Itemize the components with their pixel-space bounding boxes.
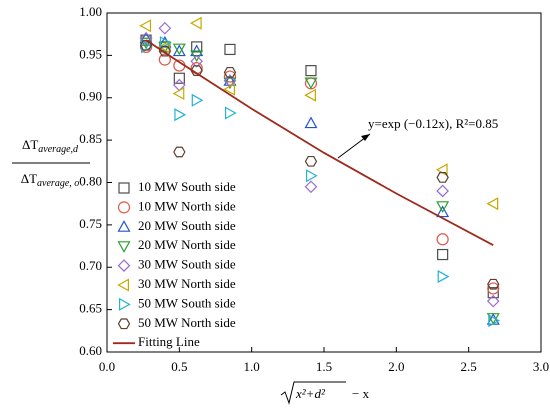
marker: [158, 21, 172, 35]
x-label-radical: [280, 381, 346, 405]
marker: [436, 205, 450, 218]
legend-label: 20 MW South side: [138, 218, 236, 233]
x-tick-label: 0.5: [171, 359, 187, 374]
annotation: y=exp (−0.12x), R²=0.85: [368, 116, 498, 131]
marker: [437, 248, 449, 261]
marker: [172, 43, 186, 56]
marker: [436, 233, 449, 246]
marker: [173, 146, 186, 158]
y-tick-label: 0.90: [79, 89, 102, 104]
x-label-rest: − x: [352, 386, 370, 401]
y-label-numerator: ΔTaverage,d: [22, 137, 79, 155]
marker: [223, 70, 237, 83]
y-label-den-sub: average, o: [37, 178, 79, 189]
y-tick-label: 0.75: [79, 216, 102, 231]
marker: [488, 314, 500, 328]
marker: [158, 53, 171, 66]
y-tick-label: 0.60: [79, 343, 102, 358]
marker: [191, 41, 203, 53]
x-tick-label: 2.5: [461, 359, 477, 374]
legend-marker: [117, 220, 131, 232]
marker: [487, 278, 500, 290]
marker: [158, 45, 172, 57]
legend-marker: [118, 297, 131, 311]
legend-label: Fitting Line: [138, 334, 200, 349]
marker: [224, 43, 236, 56]
y-label-denominator: ΔTaverage, o: [21, 171, 80, 189]
marker: [436, 172, 449, 183]
x-tick-label: 1.0: [244, 359, 260, 374]
marker: [305, 65, 317, 77]
legend-marker: [117, 278, 129, 292]
marker: [224, 106, 237, 120]
legend-marker: [117, 259, 131, 272]
marker: [304, 180, 318, 194]
y-label-den-main: ΔT: [21, 171, 37, 186]
marker: [223, 66, 237, 78]
marker: [173, 72, 185, 84]
marker: [189, 16, 202, 30]
marker: [174, 108, 187, 122]
annotation-arrowhead: [361, 134, 370, 141]
legend-marker: [117, 241, 131, 253]
y-tick-label: 0.65: [79, 301, 102, 316]
marker: [436, 184, 449, 198]
legend-label: 20 MW North side: [138, 237, 236, 252]
legend-label: 30 MW South side: [138, 257, 236, 272]
marker: [159, 36, 172, 50]
marker: [172, 44, 186, 57]
marker: [190, 50, 204, 63]
legend-label: 30 MW North side: [138, 276, 236, 291]
x-tick-label: 1.5: [316, 359, 332, 374]
fit-line: [145, 39, 494, 247]
marker: [437, 270, 450, 284]
marker: [487, 282, 500, 295]
x-tick-label: 0.0: [99, 359, 115, 374]
marker: [139, 39, 153, 51]
y-tick-label: 1.00: [79, 4, 102, 19]
y-tick-label: 0.95: [79, 46, 102, 61]
marker: [223, 82, 235, 96]
marker: [172, 86, 185, 101]
x-label-radicand: x²+d²: [295, 386, 326, 401]
x-tick-label: 3.0: [533, 359, 549, 374]
marker: [304, 88, 316, 102]
marker: [486, 294, 500, 308]
marker: [436, 201, 450, 213]
marker: [304, 116, 318, 129]
y-label-num-main: ΔT: [22, 137, 38, 152]
marker: [304, 155, 318, 167]
marker: [158, 40, 170, 54]
legend-label: 10 MW South side: [138, 179, 236, 194]
y-tick-label: 0.80: [79, 173, 102, 188]
marker: [487, 287, 499, 299]
marker: [191, 93, 204, 107]
marker: [139, 19, 152, 33]
marker: [139, 37, 153, 50]
legend-label: 50 MW North side: [138, 315, 236, 330]
marker: [190, 54, 204, 68]
marker: [305, 169, 318, 183]
marker: [223, 74, 237, 86]
marker: [486, 197, 499, 211]
legend-label: 50 MW South side: [138, 295, 236, 310]
y-label-num-sub: average,d: [38, 144, 79, 155]
y-tick-label: 0.70: [79, 258, 102, 273]
y-tick-label: 0.85: [79, 131, 102, 146]
legend-label: 10 MW North side: [138, 198, 236, 213]
x-tick-label: 2.0: [388, 359, 404, 374]
legend-marker: [118, 182, 130, 194]
legend-marker: [117, 201, 131, 214]
legend-marker: [117, 318, 131, 330]
marker: [304, 77, 318, 90]
